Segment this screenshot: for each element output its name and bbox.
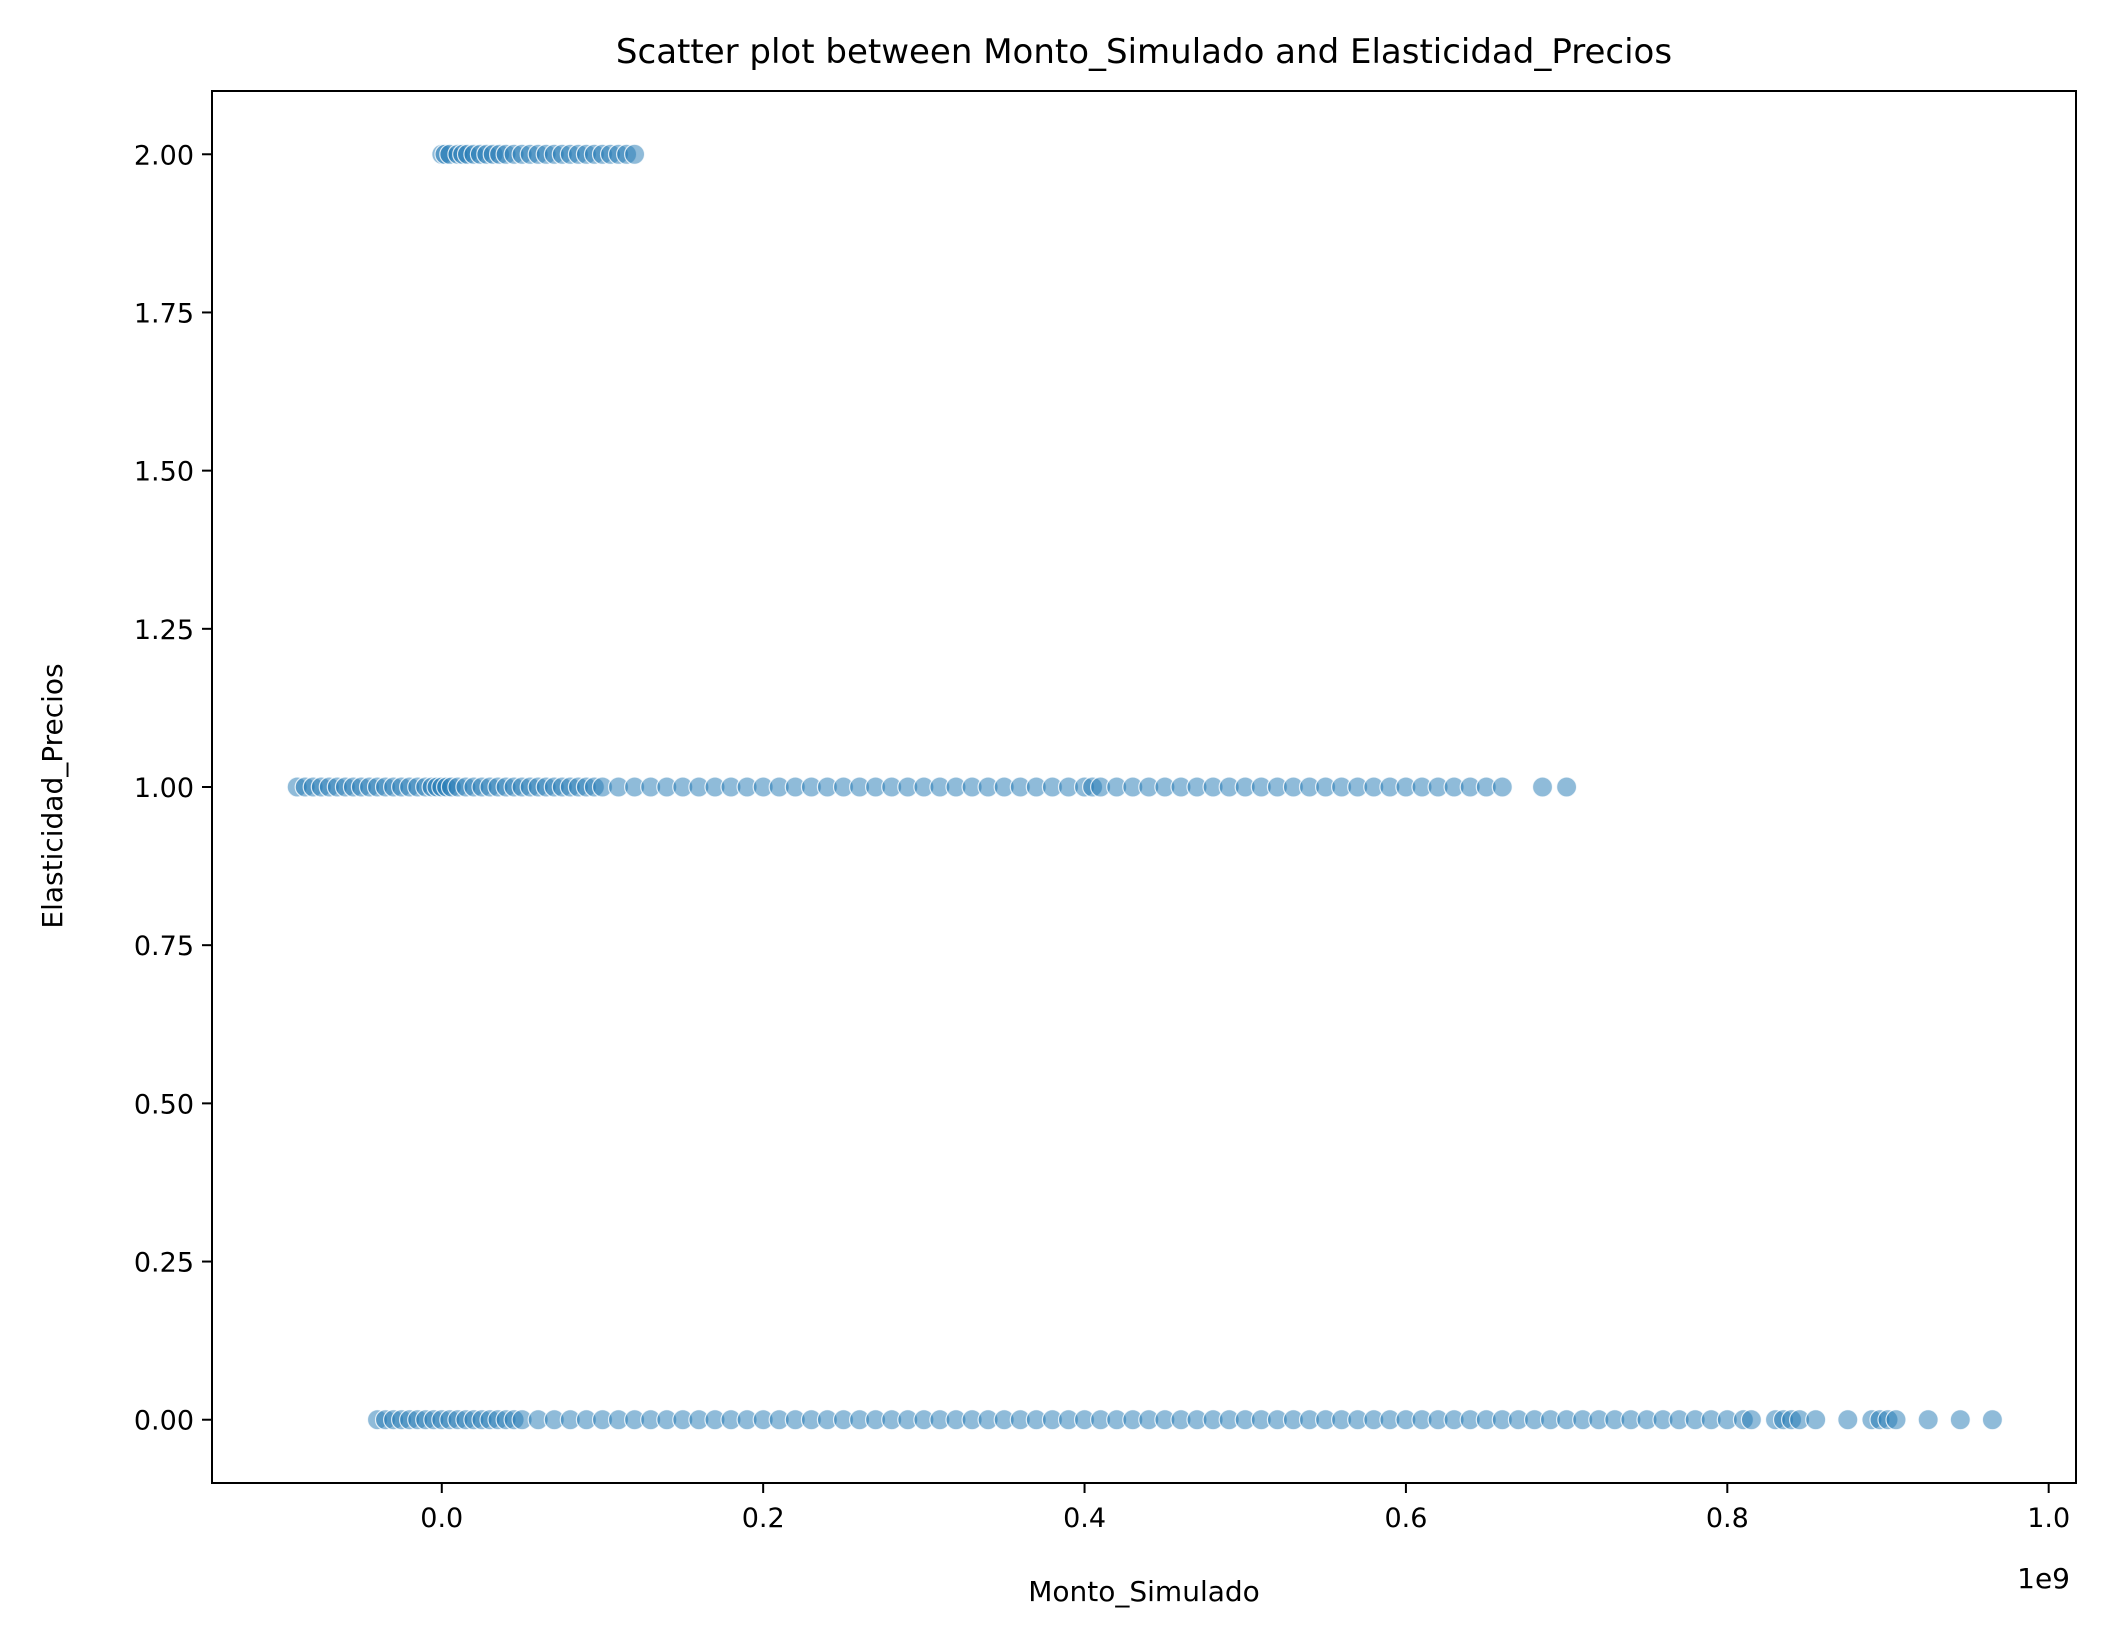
x-axis-label: Monto_Simulado — [1028, 1575, 1260, 1608]
x-tick-label: 0.6 — [1384, 1503, 1427, 1534]
y-tick-label: 1.00 — [134, 773, 194, 804]
y-tick-label: 0.75 — [134, 931, 194, 962]
points-layer — [286, 143, 2004, 1431]
y-tick-label: 1.50 — [134, 457, 194, 488]
scatter-point — [623, 143, 646, 165]
scatter-point — [1531, 776, 1554, 798]
x-tick-label: 1.0 — [2027, 1503, 2070, 1534]
y-tick-label: 0.25 — [134, 1248, 194, 1279]
x-tick-label: 0.4 — [1063, 1503, 1106, 1534]
scatter-point — [1740, 1409, 1763, 1431]
chart-title: Scatter plot between Monto_Simulado and … — [616, 32, 1672, 72]
scatter-point — [1555, 776, 1578, 798]
x-tick-label: 0.2 — [742, 1503, 785, 1534]
x-axis: 0.0 0.2 0.4 0.6 0.8 1.0 — [420, 1483, 2070, 1534]
x-tick-label: 0.8 — [1706, 1503, 1749, 1534]
y-tick-label: 0.50 — [134, 1089, 194, 1120]
y-axis-label: Elasticidad_Precios — [36, 663, 69, 928]
scatter-point — [1949, 1409, 1971, 1431]
scatter-point — [1805, 1409, 1827, 1431]
y-tick-label: 1.25 — [134, 615, 194, 646]
scatter-point — [1837, 1409, 1859, 1431]
x-axis-offset-label: 1e9 — [2017, 1562, 2070, 1595]
scatter-point — [1885, 1409, 1907, 1431]
scatter-point — [1491, 776, 1513, 798]
y-tick-label: 2.00 — [134, 140, 194, 171]
scatter-point — [1917, 1409, 1939, 1431]
y-axis: 0.00 0.25 0.50 0.75 1.00 1.25 1.50 1.75 2.00 — [134, 140, 212, 1437]
y-tick-label: 1.75 — [134, 298, 194, 329]
y-tick-label: 0.00 — [134, 1406, 194, 1437]
x-tick-label: 0.0 — [420, 1503, 463, 1534]
scatter-point — [1981, 1409, 2004, 1431]
